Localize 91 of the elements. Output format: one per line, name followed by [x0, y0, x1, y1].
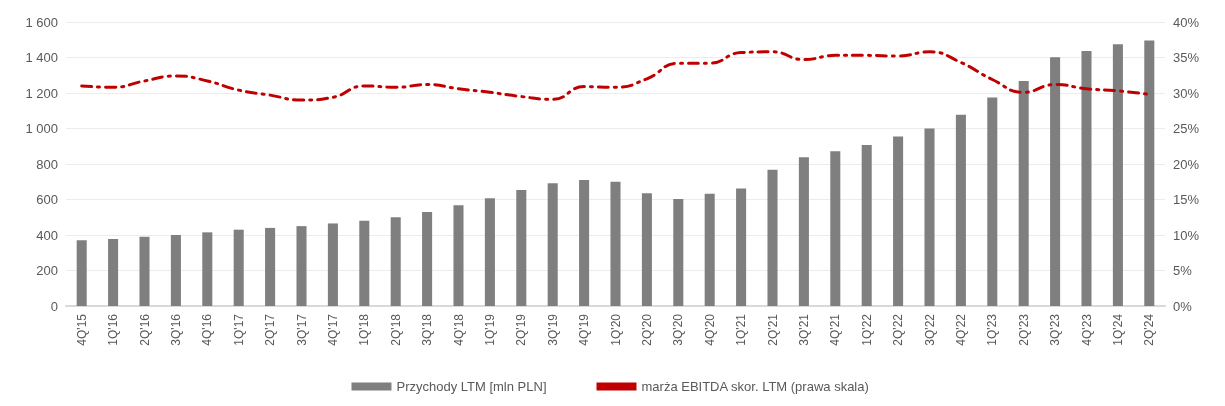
bar	[265, 227, 276, 306]
x-tick-label: 1Q'20	[608, 313, 623, 346]
bar	[327, 223, 338, 306]
bar	[296, 226, 307, 306]
y-tick-label: 200	[36, 263, 58, 278]
bar	[736, 188, 747, 306]
x-tick-label: 4Q'20	[702, 313, 717, 346]
x-tick-label: 4Q'19	[577, 313, 592, 346]
legend-label: marża EBITDA skor. LTM (prawa skala)	[641, 379, 869, 394]
x-tick-label: 2Q'17	[263, 313, 278, 346]
x-tick-label: 3Q'18	[420, 313, 435, 346]
x-tick-label: 3Q'19	[545, 313, 560, 346]
bar	[1112, 44, 1123, 306]
y-tick-label: 1 000	[25, 121, 58, 136]
x-tick-label: 4Q'22	[953, 313, 968, 346]
bar	[861, 145, 872, 306]
y-tick-label: 0	[50, 298, 58, 314]
y-tick-label: 400	[36, 227, 58, 243]
bar	[484, 198, 495, 306]
x-tick-label: 2Q'21	[765, 313, 780, 346]
bar	[76, 240, 87, 306]
y-tick-label: 1 200	[25, 85, 58, 101]
y2-tick-label: 40%	[1173, 14, 1200, 30]
x-tick-label: 2Q'18	[388, 313, 403, 346]
y2-tick-label: 25%	[1173, 121, 1200, 136]
bar	[390, 217, 401, 306]
line-series	[80, 50, 1151, 102]
x-tick-label: 1Q'18	[357, 313, 372, 346]
bar	[579, 179, 590, 306]
x-tick-label: 1Q'22	[859, 313, 874, 346]
x-tick-label: 3Q'17	[294, 313, 309, 346]
y2-tick-label: 0%	[1173, 298, 1193, 314]
x-tick-label: 2Q'20	[639, 313, 654, 346]
bar	[1018, 81, 1029, 306]
y2-tick-label: 30%	[1173, 85, 1200, 101]
bar	[955, 114, 966, 306]
bar	[422, 211, 433, 306]
bar	[1050, 57, 1061, 306]
y-tick-label: 600	[36, 192, 58, 207]
x-tick-label: 3Q'20	[671, 313, 686, 346]
x-tick-label: 3Q'16	[168, 313, 183, 346]
x-tick-label: 1Q'16	[106, 313, 121, 346]
y-tick-label: 800	[36, 156, 58, 172]
bar	[139, 236, 150, 306]
y2-tick-label: 5%	[1173, 263, 1193, 278]
x-tick-label: 1Q'21	[734, 313, 749, 346]
x-tick-label: 4Q'16	[200, 313, 215, 346]
bar	[893, 136, 904, 306]
y2-tick-label: 10%	[1173, 227, 1200, 243]
bar	[924, 128, 935, 306]
bar	[798, 157, 809, 306]
x-tick-label: 1Q'24	[1110, 313, 1125, 346]
x-tick-label: 2Q'16	[137, 313, 152, 346]
bar	[767, 169, 778, 306]
x-tick-label: 3Q'23	[1048, 313, 1063, 346]
x-tick-label: 2Q'23	[1016, 313, 1031, 346]
x-tick-label: 1Q'23	[985, 313, 1000, 346]
x-tick-label: 2Q'22	[891, 313, 906, 346]
bar	[453, 205, 464, 306]
x-tick-label: 1Q'17	[231, 313, 246, 346]
y-tick-label: 1 600	[25, 14, 58, 30]
legend-label: Przychody LTM [mln PLN]	[396, 379, 547, 394]
x-tick-label: 1Q'19	[482, 313, 497, 346]
bar	[641, 193, 652, 306]
x-tick-label: 4Q'15	[74, 313, 89, 346]
x-tick-label: 4Q'18	[451, 313, 466, 346]
x-tick-label: 4Q'23	[1079, 313, 1094, 346]
y2-tick-label: 20%	[1173, 156, 1200, 172]
bar	[202, 232, 213, 306]
bar	[516, 190, 527, 306]
bar	[704, 193, 715, 306]
bar	[108, 238, 119, 306]
y2-tick-label: 35%	[1173, 50, 1200, 65]
x-tick-label: 3Q'22	[922, 313, 937, 346]
bar	[830, 151, 841, 306]
bar	[170, 235, 181, 306]
x-tick-label: 4Q'17	[325, 313, 340, 346]
x-tick-label: 2Q'24	[1142, 313, 1157, 346]
bar	[1144, 40, 1155, 306]
x-tick-label: 3Q'21	[796, 313, 811, 346]
bar	[987, 97, 998, 306]
y2-tick-label: 15%	[1173, 192, 1200, 207]
bar	[673, 198, 684, 306]
x-tick-label: 2Q'19	[514, 313, 529, 346]
x-tick-label: 4Q'21	[828, 313, 843, 346]
y-tick-label: 1 400	[25, 50, 58, 65]
bar	[1081, 51, 1092, 306]
bar	[359, 220, 370, 306]
bar	[547, 183, 558, 306]
bar	[610, 181, 621, 306]
bar	[233, 229, 244, 306]
